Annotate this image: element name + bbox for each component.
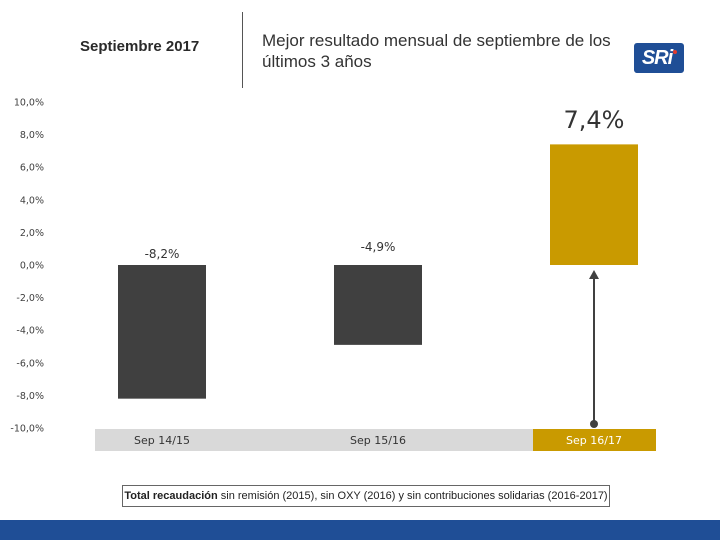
- y-tick-label: 6,0%: [20, 163, 44, 174]
- y-tick-label: -6,0%: [16, 358, 44, 369]
- y-tick-label: -4,0%: [16, 326, 44, 337]
- footnote-text: sin remisión (2015), sin OXY (2016) y si…: [217, 490, 608, 502]
- y-tick-label: 0,0%: [20, 261, 44, 272]
- chart-headline: Mejor resultado mensual de septiembre de…: [262, 31, 611, 71]
- y-tick-label: -2,0%: [16, 293, 44, 304]
- sri-logo: SRi: [634, 43, 684, 73]
- highlight-arrow-head: [589, 270, 599, 279]
- y-tick-label: -8,0%: [16, 391, 44, 402]
- x-tick-label: Sep 14/15: [134, 434, 190, 447]
- data-label: -8,2%: [145, 247, 180, 261]
- x-tick-label: Sep 15/16: [350, 434, 406, 447]
- y-tick-label: 10,0%: [14, 98, 44, 109]
- bar: [118, 265, 206, 399]
- data-label: 7,4%: [564, 106, 625, 134]
- x-tick-label: Sep 16/17: [566, 434, 622, 447]
- category-box-highlight: [533, 429, 656, 451]
- footnote: Total recaudación sin remisión (2015), s…: [122, 485, 610, 507]
- y-tick-label: 2,0%: [20, 228, 44, 239]
- y-tick-label: 4,0%: [20, 195, 44, 206]
- data-label: -4,9%: [361, 240, 396, 254]
- bar: [550, 144, 638, 265]
- header-divider: [242, 12, 243, 88]
- bar-chart: 10,0% 8,0% 6,0% 4,0% 2,0% 0,0% -2,0% -4,0% -6,0%…: [10, 98, 656, 451]
- footnote-bold: Total recaudación: [124, 490, 218, 502]
- category-band: [95, 429, 533, 451]
- bar: [334, 265, 422, 345]
- y-tick-label: -10,0%: [10, 424, 44, 435]
- highlight-arrow-tail: [590, 420, 598, 428]
- period-title: Septiembre 2017: [80, 38, 200, 55]
- y-tick-label: 8,0%: [20, 130, 44, 141]
- bottom-brand-bar: [0, 520, 720, 540]
